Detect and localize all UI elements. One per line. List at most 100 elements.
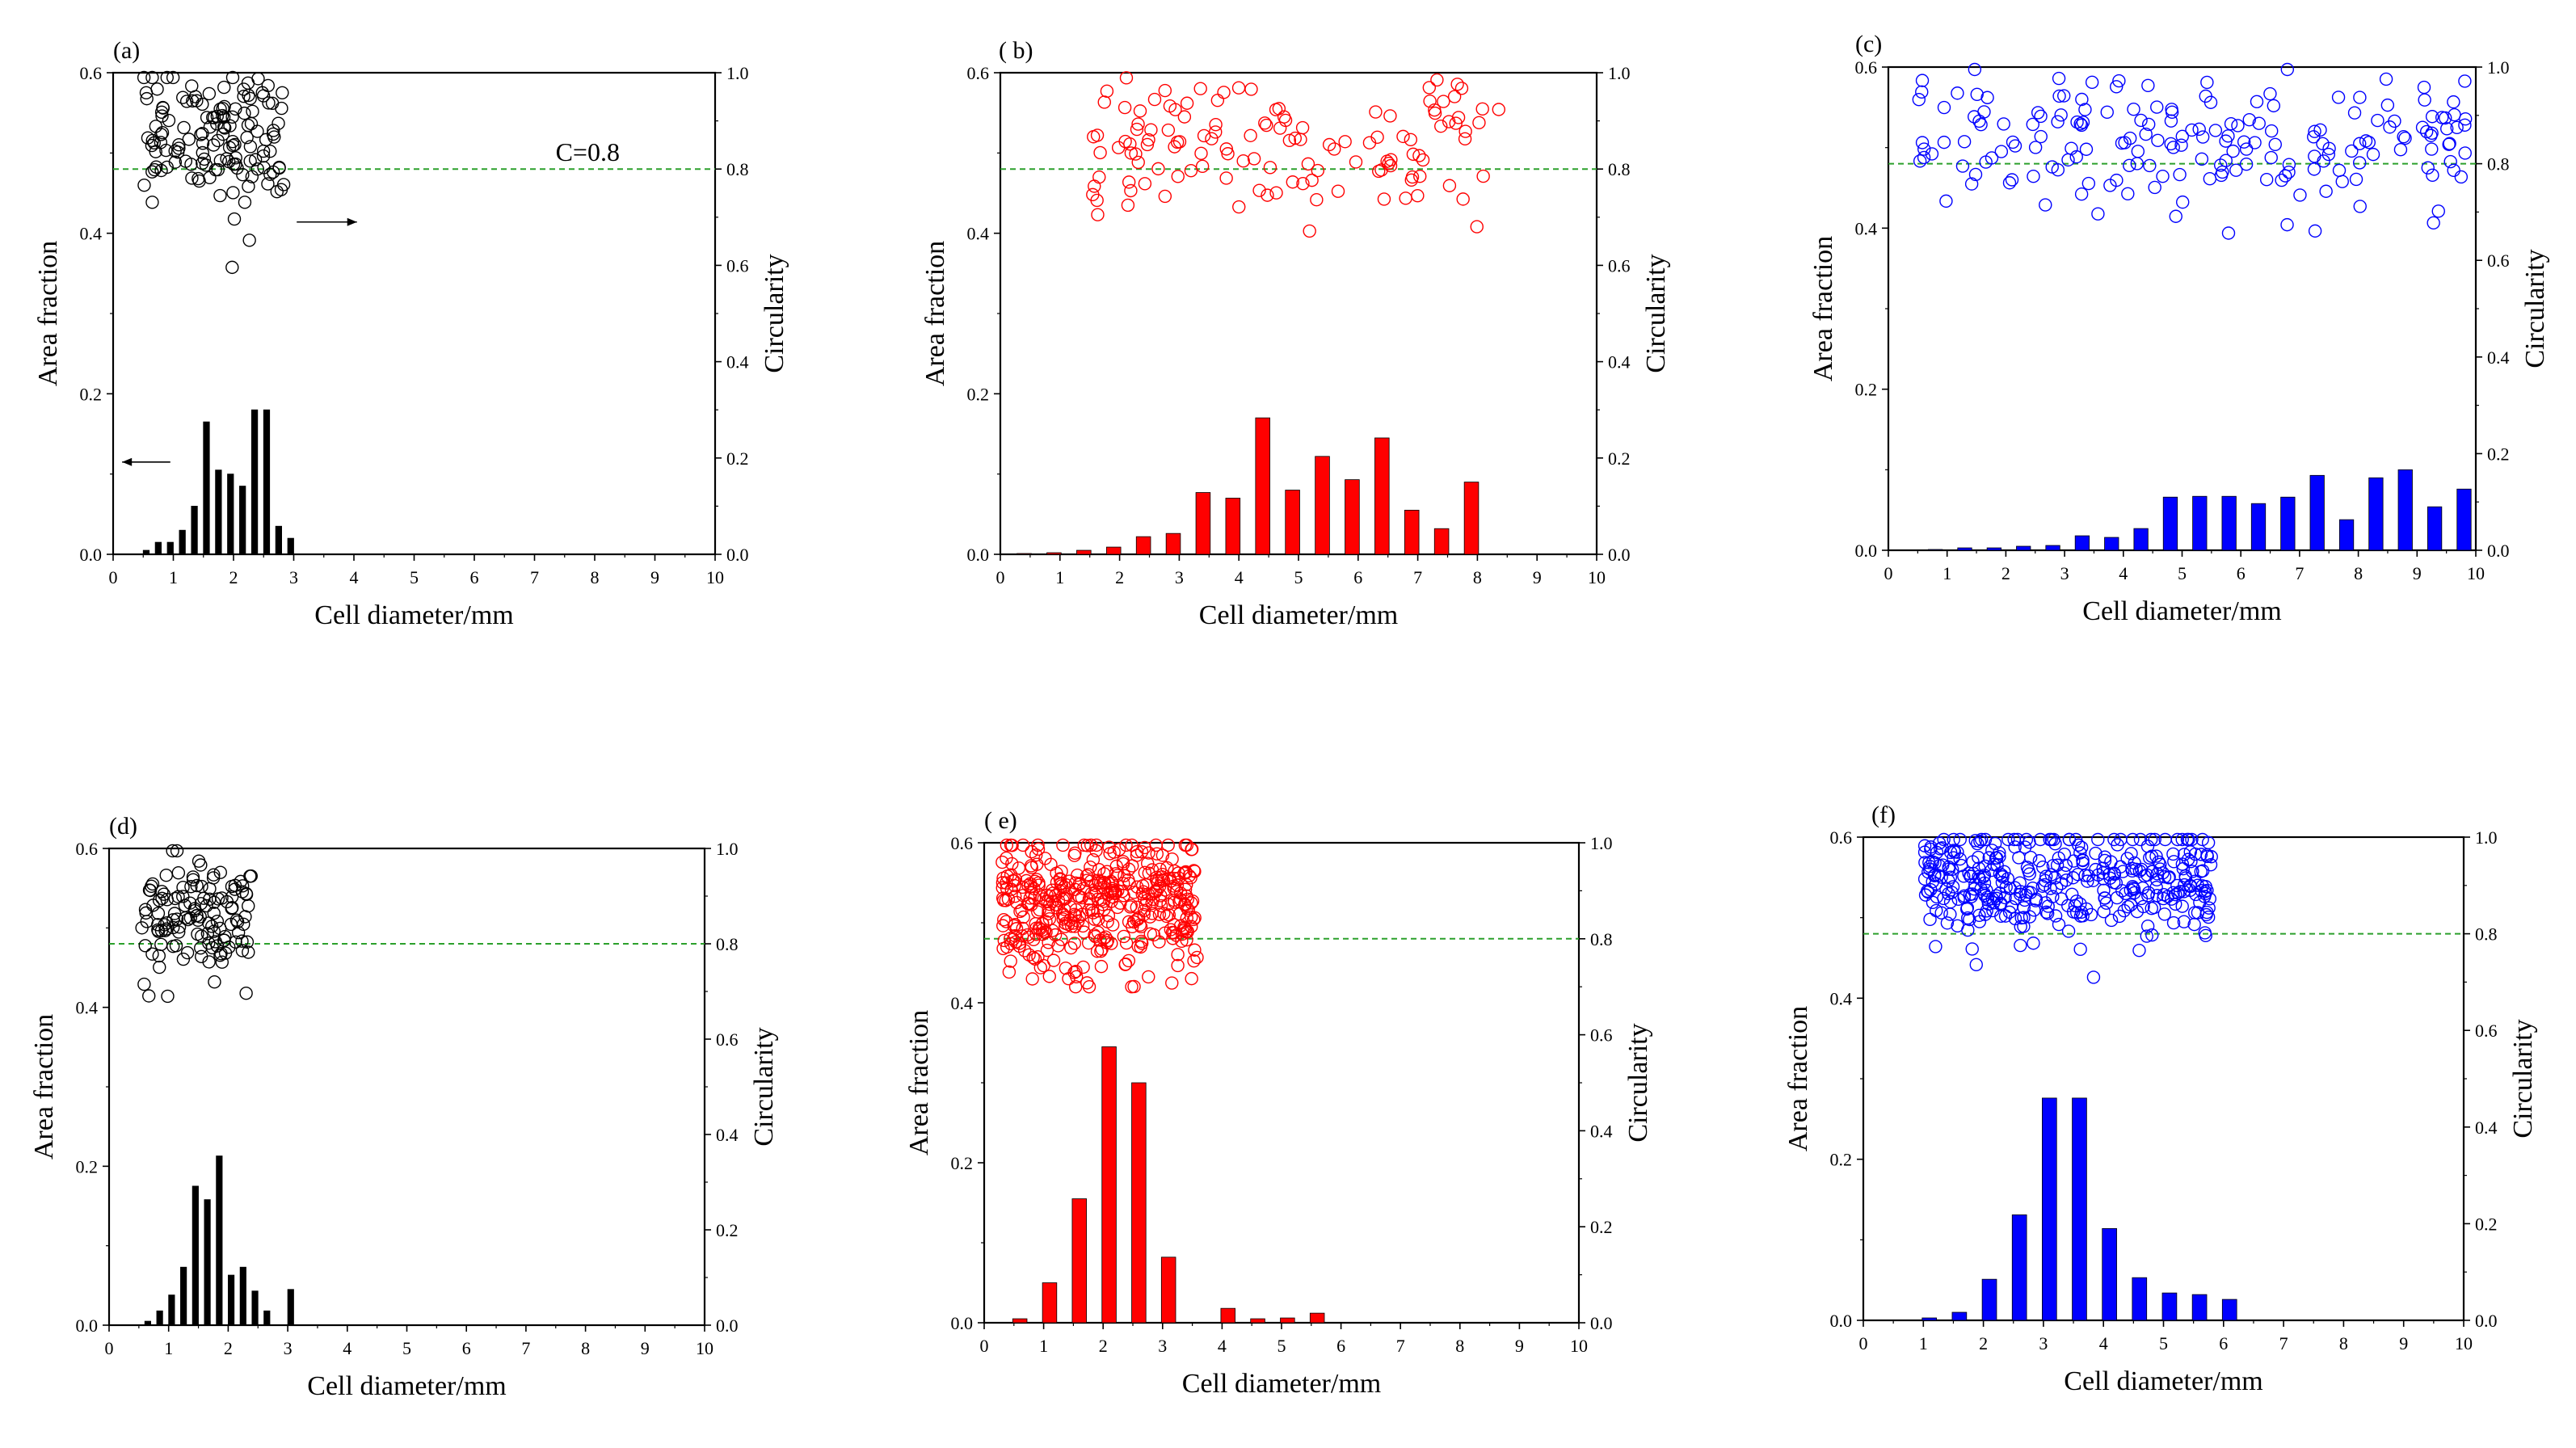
- circularity-point: [2175, 129, 2189, 143]
- circularity-point: [1926, 855, 1940, 869]
- circularity-point: [2134, 113, 2148, 128]
- circularity-point: [242, 179, 255, 193]
- circularity-point: [1134, 934, 1148, 949]
- circularity-point: [1943, 845, 1958, 860]
- circularity-point: [2239, 157, 2254, 171]
- circularity-point: [186, 870, 200, 884]
- circularity-point: [2076, 853, 2090, 867]
- circularity-point: [1165, 925, 1180, 940]
- circularity-point: [1122, 862, 1136, 876]
- histogram-bar: [2016, 545, 2031, 551]
- circularity-point: [2219, 134, 2233, 148]
- histogram-bar: [2221, 1299, 2237, 1321]
- panel-label: (c): [1855, 31, 1882, 57]
- y-tick-label: 0.4: [1855, 218, 1878, 238]
- circularity-point: [265, 96, 280, 110]
- x-tick-label: 3: [1158, 1336, 1167, 1356]
- circularity-point: [1286, 175, 1299, 189]
- y-tick-label: 0.6: [967, 63, 990, 83]
- x-tick-label: 9: [1515, 1336, 1524, 1356]
- circularity-point: [1404, 133, 1418, 146]
- circularity-point: [2026, 117, 2039, 132]
- circularity-point: [1396, 129, 1410, 144]
- circularity-point: [1038, 852, 1052, 865]
- circularity-point: [261, 78, 275, 93]
- circularity-point: [1404, 173, 1418, 187]
- circularity-point: [1145, 887, 1159, 901]
- circularity-point: [196, 137, 210, 150]
- x-tick-label: 2: [1979, 1333, 1988, 1353]
- y-tick-label: 0.0: [80, 545, 103, 565]
- histogram-bar: [2280, 496, 2296, 551]
- circularity-point: [1968, 882, 1981, 896]
- circularity-point: [2308, 224, 2322, 238]
- circularity-point: [145, 196, 159, 209]
- histogram-bar: [1012, 1318, 1028, 1324]
- circularity-point: [1963, 912, 1976, 927]
- circularity-point: [191, 913, 205, 928]
- circularity-point: [1088, 912, 1101, 926]
- circularity-point: [1107, 845, 1121, 859]
- circularity-point: [1081, 936, 1096, 950]
- circularity-point: [1124, 146, 1139, 160]
- circularity-point: [1994, 145, 2009, 158]
- circularity-point: [2418, 93, 2431, 107]
- circularity-point: [1272, 102, 1286, 116]
- y-tick-label: 0.6: [76, 839, 99, 859]
- circularity-point: [225, 260, 239, 275]
- circularity-point: [2219, 154, 2233, 167]
- circularity-point: [199, 158, 213, 172]
- circularity-point: [1947, 832, 1960, 847]
- x-tick-label: 7: [1396, 1336, 1405, 1356]
- circularity-point: [2183, 845, 2197, 859]
- circularity-point: [1105, 877, 1120, 890]
- circularity-point: [213, 188, 227, 203]
- circularity-point: [2066, 905, 2081, 919]
- circularity-point: [145, 165, 159, 179]
- histogram-bar: [215, 469, 222, 555]
- circularity-point: [2282, 165, 2296, 179]
- circularity-point: [138, 939, 152, 953]
- circularity-point: [1219, 142, 1233, 156]
- circularity-point: [263, 145, 277, 158]
- x-tick-label: 2: [224, 1338, 233, 1358]
- histogram-bar: [1071, 1198, 1087, 1324]
- circularity-point: [237, 917, 250, 932]
- circularity-point: [2156, 866, 2170, 880]
- circularity-point: [2112, 909, 2127, 924]
- circularity-point: [2096, 872, 2111, 886]
- circularity-point: [1943, 907, 1957, 921]
- circularity-point: [193, 910, 207, 924]
- circularity-point: [210, 117, 224, 131]
- y2-tick-label: 0.4: [2487, 347, 2510, 368]
- x-tick-label: 9: [1533, 567, 1542, 587]
- circularity-point: [172, 137, 186, 152]
- circularity-point: [1068, 920, 1082, 933]
- circularity-point: [995, 881, 1009, 894]
- circularity-point: [1101, 915, 1114, 928]
- circularity-point: [1922, 862, 1937, 876]
- circularity-point: [2458, 74, 2472, 88]
- circularity-point: [217, 110, 231, 124]
- circularity-point: [2032, 854, 2047, 868]
- circularity-point: [1303, 224, 1316, 238]
- circularity-point: [1059, 920, 1072, 933]
- circularity-point: [1247, 152, 1261, 166]
- circularity-point: [1221, 147, 1235, 161]
- circularity-point: [1054, 932, 1068, 946]
- y2-tick-label: 0.2: [2475, 1214, 2498, 1234]
- circularity-point: [259, 133, 273, 147]
- histogram-bar: [1046, 552, 1062, 555]
- circularity-point: [1311, 163, 1325, 178]
- y2-tick-label: 0.4: [1590, 1121, 1613, 1141]
- circularity-point: [1000, 851, 1013, 865]
- x-tick-label: 8: [2354, 563, 2363, 583]
- circularity-point: [159, 922, 173, 936]
- circularity-point: [1377, 192, 1391, 206]
- circularity-point: [2005, 173, 2019, 187]
- circularity-point: [1188, 865, 1202, 878]
- circularity-point: [1007, 919, 1021, 933]
- histogram-bar: [2042, 1097, 2057, 1321]
- circularity-point: [1042, 907, 1055, 920]
- circularity-point: [1965, 942, 1979, 956]
